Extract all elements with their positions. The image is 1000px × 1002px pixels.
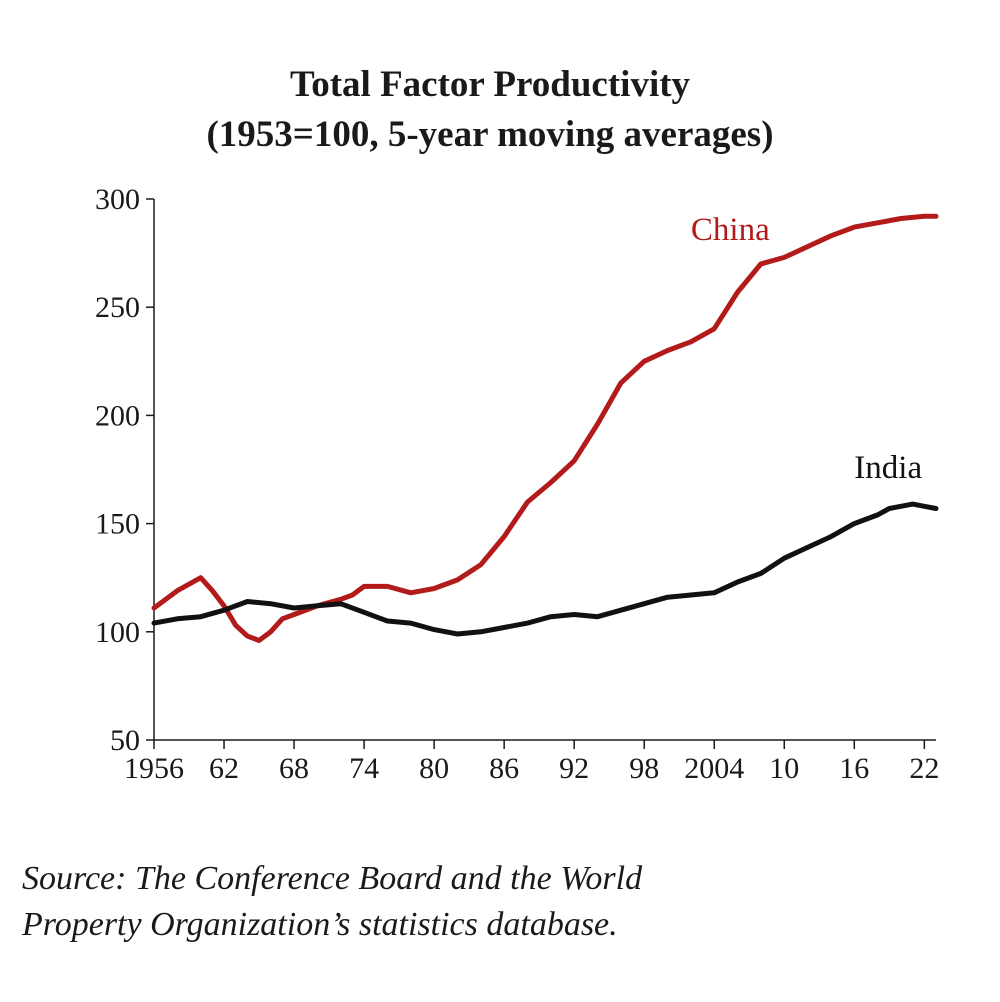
x-tick-label: 16 xyxy=(839,752,869,785)
y-tick-label: 150 xyxy=(95,508,140,541)
series-label-india: India xyxy=(854,450,922,486)
series-lines xyxy=(151,213,939,643)
source-line-2: Property Organization’s statistics datab… xyxy=(22,906,618,943)
x-tick-label: 92 xyxy=(559,752,589,785)
x-tick-label: 10 xyxy=(769,752,799,785)
x-tick-label: 22 xyxy=(909,752,939,785)
source-line-1: Source: The Conference Board and the Wor… xyxy=(22,860,643,897)
x-tick-label: 74 xyxy=(349,752,379,785)
x-tick-label: 2004 xyxy=(684,752,744,785)
series-line-china xyxy=(151,213,939,643)
x-tick-label: 62 xyxy=(209,752,239,785)
y-tick-label: 50 xyxy=(110,724,140,757)
x-tick-label: 86 xyxy=(489,752,519,785)
axes xyxy=(153,199,936,741)
y-tick-label: 250 xyxy=(95,291,140,324)
chart-title: Total Factor Productivity xyxy=(290,64,691,105)
series-label-china: China xyxy=(691,212,770,248)
y-axis-ticks: 50 100 150 200 250 300 xyxy=(95,183,154,757)
x-tick-label: 80 xyxy=(419,752,449,785)
y-tick-label: 100 xyxy=(95,616,140,649)
x-tick-label: 68 xyxy=(279,752,309,785)
source-note: Source: The Conference Board and the Wor… xyxy=(22,856,982,948)
series-labels: China India xyxy=(691,212,923,486)
x-tick-label: 1956 xyxy=(124,752,184,785)
chart-subtitle: (1953=100, 5-year moving averages) xyxy=(206,114,773,155)
series-line-india xyxy=(151,501,939,637)
x-tick-label: 98 xyxy=(629,752,659,785)
y-tick-label: 200 xyxy=(95,399,140,432)
y-tick-label: 300 xyxy=(95,183,140,216)
x-axis-ticks: 1956 62 68 74 80 86 92 98 2004 10 16 22 xyxy=(124,740,939,785)
